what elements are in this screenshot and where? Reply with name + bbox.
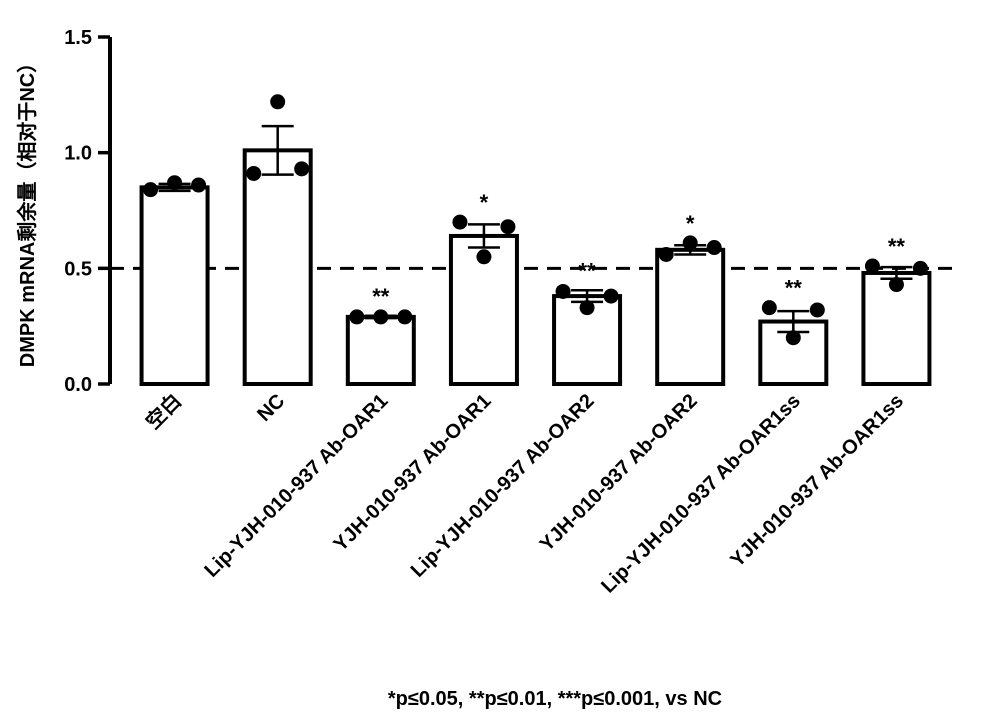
- bar: [345, 314, 416, 386]
- category-label: Lip-YJH-010-937 Ab-OAR1: [200, 390, 392, 582]
- bar: [139, 185, 210, 386]
- bar: [242, 148, 313, 386]
- data-point: [500, 219, 516, 235]
- data-point: [476, 249, 492, 265]
- data-point: [294, 161, 310, 177]
- data-point: [191, 177, 207, 193]
- bar: [448, 233, 519, 386]
- data-point: [912, 260, 928, 276]
- y-axis-title: DMPK mRNA剩余量（相对于NC）: [15, 53, 39, 367]
- significance-marker: **: [579, 258, 597, 283]
- y-tick-label: 0.5: [64, 258, 92, 280]
- data-point: [349, 309, 365, 325]
- data-point: [143, 182, 159, 198]
- significance-marker: **: [785, 276, 803, 301]
- data-point: [761, 300, 777, 316]
- y-tick-label: 1.5: [64, 27, 92, 49]
- data-points-group: [143, 94, 928, 346]
- data-point: [270, 94, 286, 110]
- category-label: Lip-YJH-010-937 Ab-OAR2: [407, 390, 599, 582]
- significance-footnote: *p≤0.05, **p≤0.01, ***p≤0.001, vs NC: [388, 688, 722, 710]
- data-point: [452, 214, 468, 230]
- significance-marker: *: [480, 190, 489, 215]
- data-point: [246, 165, 262, 181]
- y-tick-label: 0.0: [64, 374, 92, 396]
- data-point: [373, 309, 389, 325]
- data-point: [864, 258, 880, 274]
- significance-group: **********: [372, 190, 905, 309]
- data-point: [167, 175, 183, 191]
- data-point: [706, 240, 722, 256]
- data-point: [397, 309, 413, 325]
- data-point: [682, 235, 698, 251]
- significance-marker: *: [686, 211, 695, 236]
- data-point: [888, 277, 904, 293]
- data-point: [579, 300, 595, 316]
- data-point: [555, 283, 571, 299]
- significance-marker: **: [372, 284, 390, 309]
- y-axis: 0.0 0.5 1.0 1.5: [64, 27, 112, 396]
- data-point: [603, 288, 619, 304]
- data-point: [809, 302, 825, 318]
- significance-marker: **: [888, 234, 906, 259]
- bar: [655, 247, 726, 386]
- category-label: 空白: [141, 389, 186, 434]
- y-tick-label: 1.0: [64, 143, 92, 165]
- data-point: [785, 330, 801, 346]
- category-label: Lip-YJH-010-937 Ab-OAR1ss: [597, 390, 805, 598]
- category-label: NC: [253, 390, 289, 426]
- bars-group: [139, 148, 932, 387]
- data-point: [658, 246, 674, 262]
- category-label: YJH-010-937 Ab-OAR1ss: [726, 390, 908, 572]
